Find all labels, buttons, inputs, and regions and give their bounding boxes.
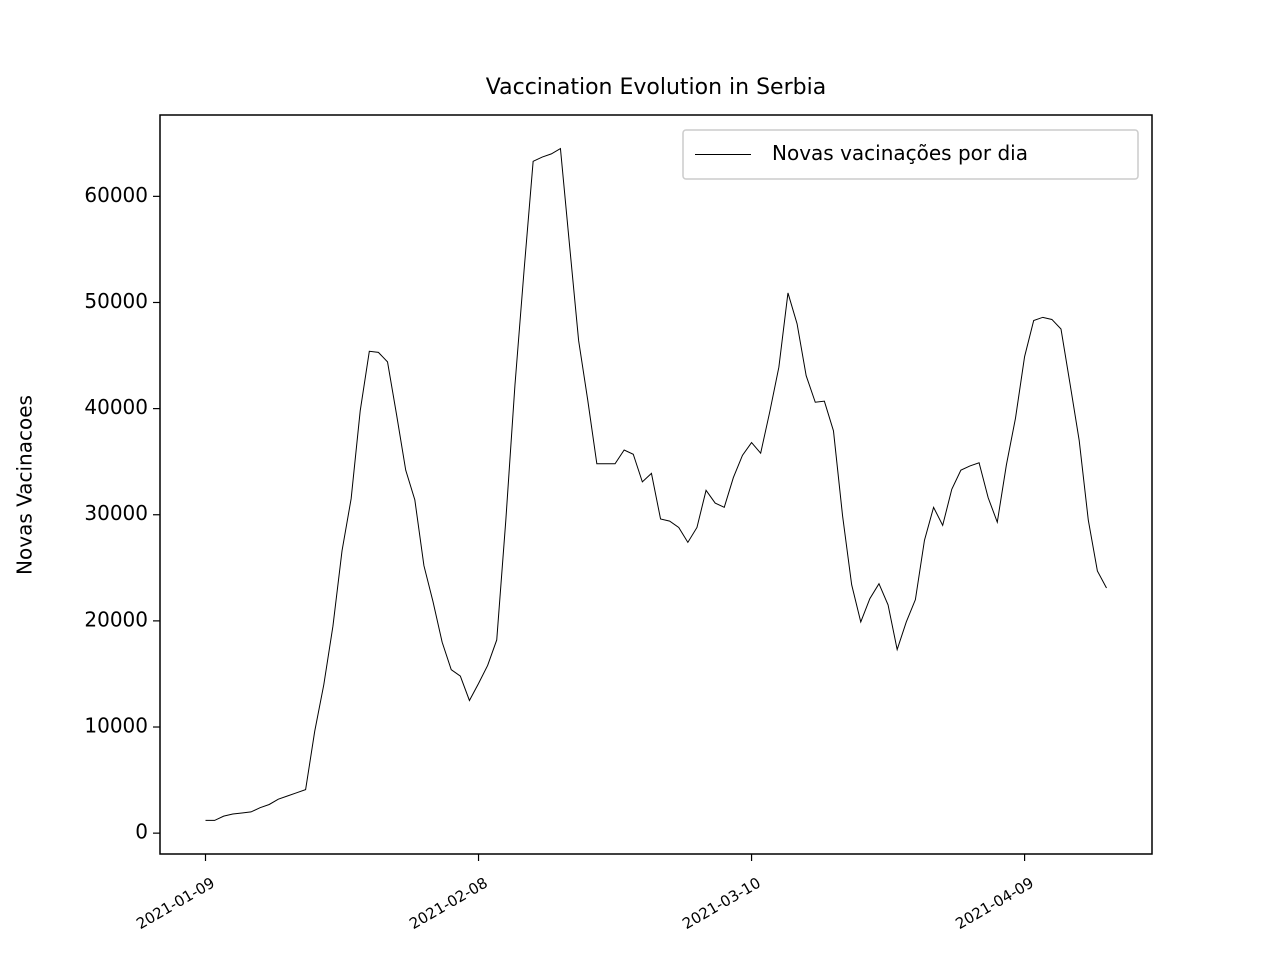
y-tick-label: 30000 xyxy=(84,501,148,525)
y-tick-label: 60000 xyxy=(84,183,148,207)
plot-frame xyxy=(159,114,1153,855)
y-tick-label: 0 xyxy=(135,820,148,844)
y-tick-label: 50000 xyxy=(84,289,148,313)
y-tick-label: 20000 xyxy=(84,607,148,631)
legend-label: Novas vacinações por dia xyxy=(772,141,1028,165)
chart-title: Vaccination Evolution in Serbia xyxy=(486,75,826,100)
legend-box xyxy=(682,129,1139,180)
x-axis-label: Date xyxy=(632,959,680,960)
y-tick-label: 40000 xyxy=(84,395,148,419)
data-line xyxy=(205,147,1107,821)
y-tick-label: 10000 xyxy=(84,714,148,738)
y-axis-label: Novas Vacinacoes xyxy=(13,395,37,575)
